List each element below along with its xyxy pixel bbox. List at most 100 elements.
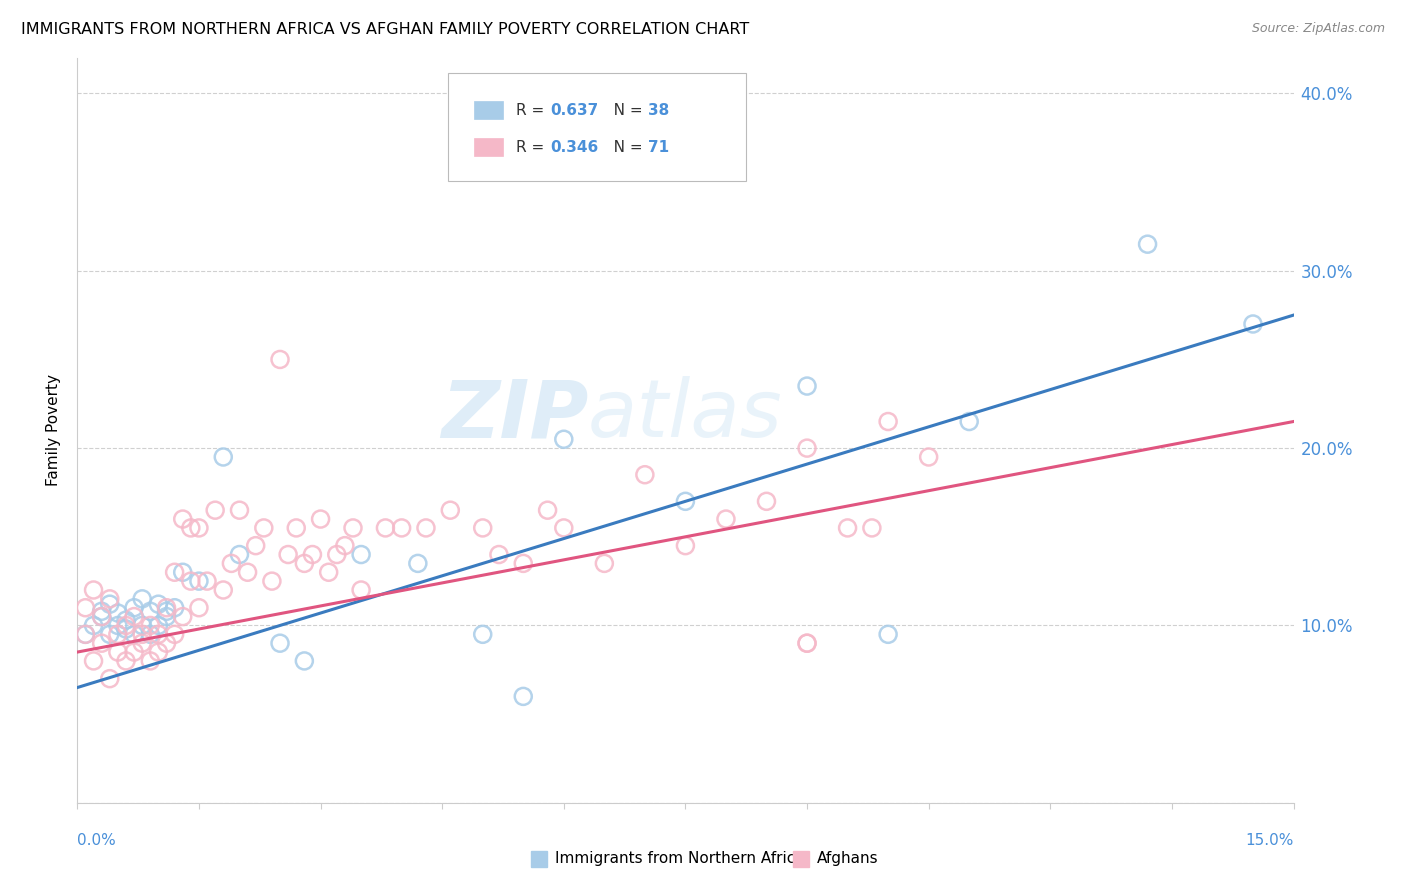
Point: [75, 627, 97, 641]
Point: [553, 521, 575, 535]
Point: [148, 645, 170, 659]
Point: [350, 548, 373, 562]
Point: [122, 600, 145, 615]
Point: [318, 566, 340, 580]
Point: [139, 627, 162, 641]
FancyBboxPatch shape: [449, 73, 747, 181]
Point: [98, 591, 121, 606]
Point: [512, 690, 534, 704]
Point: [675, 494, 697, 508]
Point: [675, 539, 697, 553]
Point: [115, 654, 138, 668]
Point: [139, 618, 162, 632]
Text: 71: 71: [648, 140, 669, 155]
Point: [148, 597, 170, 611]
Point: [115, 613, 138, 627]
Point: [292, 557, 315, 571]
Point: [163, 600, 186, 615]
Point: [269, 636, 291, 650]
Point: [1241, 317, 1264, 331]
Point: [285, 521, 308, 535]
Point: [796, 379, 818, 393]
Point: [439, 503, 461, 517]
Point: [163, 627, 186, 641]
Point: [309, 512, 332, 526]
Point: [139, 654, 162, 668]
Text: ZIP: ZIP: [440, 376, 588, 455]
FancyBboxPatch shape: [474, 138, 503, 156]
Text: 0.346: 0.346: [550, 140, 599, 155]
Point: [260, 574, 283, 588]
Text: R =: R =: [516, 140, 550, 155]
Point: [83, 654, 105, 668]
Point: [188, 521, 211, 535]
Point: [122, 609, 145, 624]
Point: [90, 604, 112, 618]
Point: [212, 450, 235, 464]
Point: [172, 609, 194, 624]
Point: [253, 521, 276, 535]
Point: [536, 503, 558, 517]
Point: [131, 591, 153, 606]
Point: [860, 521, 883, 535]
Point: [131, 627, 153, 641]
Text: IMMIGRANTS FROM NORTHERN AFRICA VS AFGHAN FAMILY POVERTY CORRELATION CHART: IMMIGRANTS FROM NORTHERN AFRICA VS AFGHA…: [21, 22, 749, 37]
Y-axis label: Family Poverty: Family Poverty: [46, 375, 62, 486]
Point: [90, 609, 112, 624]
Point: [155, 609, 177, 624]
Point: [228, 548, 250, 562]
Point: [139, 604, 162, 618]
Point: [406, 557, 429, 571]
Point: [98, 672, 121, 686]
Point: [221, 557, 243, 571]
Point: [115, 618, 138, 632]
Point: [634, 467, 657, 482]
Point: [180, 574, 202, 588]
Point: [107, 606, 129, 620]
Point: [180, 521, 202, 535]
Point: [163, 566, 186, 580]
Point: [236, 566, 259, 580]
Point: [512, 557, 534, 571]
Point: [796, 636, 818, 650]
Point: [188, 574, 211, 588]
Point: [553, 432, 575, 446]
Point: [172, 512, 194, 526]
Point: [245, 539, 267, 553]
Point: [83, 582, 105, 597]
Point: [75, 600, 97, 615]
Point: [350, 582, 373, 597]
Point: [1136, 237, 1159, 252]
Point: [90, 609, 112, 624]
Point: [292, 654, 315, 668]
Point: [148, 618, 170, 632]
Point: [75, 627, 97, 641]
Point: [277, 548, 299, 562]
Point: [122, 645, 145, 659]
Point: [269, 352, 291, 367]
Point: [333, 539, 356, 553]
Point: [837, 521, 859, 535]
Point: [228, 503, 250, 517]
Point: [155, 604, 177, 618]
Point: [204, 503, 226, 517]
Point: [488, 548, 510, 562]
Point: [83, 618, 105, 632]
Point: [918, 450, 941, 464]
Point: [131, 618, 153, 632]
Point: [471, 521, 494, 535]
Text: atlas: atlas: [588, 376, 783, 455]
Point: [155, 600, 177, 615]
Point: [755, 494, 778, 508]
FancyBboxPatch shape: [474, 101, 503, 119]
Point: [212, 582, 235, 597]
Point: [195, 574, 218, 588]
Point: [107, 627, 129, 641]
Point: [391, 521, 413, 535]
Text: 38: 38: [648, 103, 669, 118]
Text: 0.637: 0.637: [550, 103, 599, 118]
Text: 15.0%: 15.0%: [1246, 833, 1294, 848]
Point: [714, 512, 737, 526]
Point: [471, 627, 494, 641]
Point: [301, 548, 323, 562]
